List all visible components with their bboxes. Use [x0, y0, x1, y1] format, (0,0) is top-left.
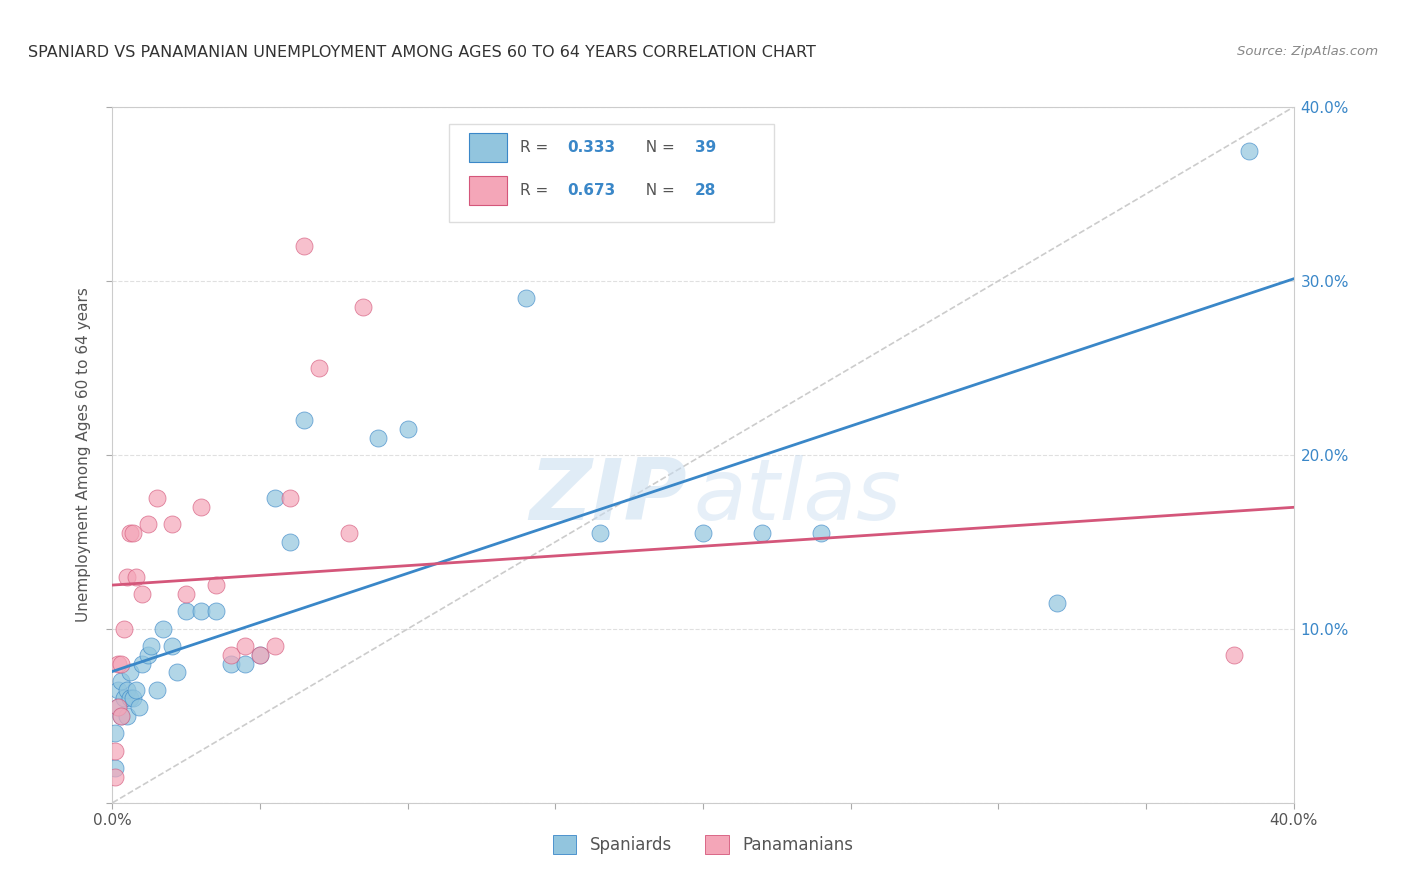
Point [190, 500, 212, 514]
Point [152, 622, 174, 636]
Point [107, 700, 129, 714]
FancyBboxPatch shape [470, 176, 508, 205]
Point [588, 526, 610, 541]
Point [278, 534, 301, 549]
Point [233, 657, 256, 671]
Point [136, 648, 159, 662]
Text: N =: N = [636, 183, 679, 198]
Point [337, 526, 360, 541]
Point [352, 300, 374, 314]
Point [104, 726, 127, 740]
Point [810, 526, 832, 541]
Point [122, 691, 145, 706]
Point [117, 570, 138, 584]
Point [205, 605, 228, 619]
Point [107, 700, 129, 714]
Point [136, 517, 159, 532]
Text: R =: R = [520, 183, 553, 198]
Point [107, 682, 129, 697]
Point [249, 648, 271, 662]
Point [396, 422, 419, 436]
Point [264, 491, 287, 506]
Point [205, 578, 228, 592]
Point [120, 526, 142, 541]
Text: R =: R = [520, 140, 553, 155]
Point [292, 413, 315, 427]
Point [125, 570, 148, 584]
Point [117, 682, 138, 697]
Point [131, 657, 153, 671]
Point [692, 526, 714, 541]
Point [104, 744, 127, 758]
Point [264, 639, 287, 653]
Point [515, 291, 537, 305]
Point [112, 622, 135, 636]
Point [131, 587, 153, 601]
Point [219, 657, 242, 671]
Point [110, 657, 132, 671]
Point [278, 491, 301, 506]
Text: 0.673: 0.673 [567, 183, 616, 198]
Text: atlas: atlas [693, 455, 901, 538]
Point [1046, 596, 1069, 610]
Text: 28: 28 [695, 183, 716, 198]
Point [125, 682, 148, 697]
Point [107, 657, 129, 671]
Point [166, 665, 188, 680]
Point [112, 691, 135, 706]
Legend: Spaniards, Panamanians: Spaniards, Panamanians [547, 828, 859, 861]
Text: 0.333: 0.333 [567, 140, 616, 155]
Text: SPANIARD VS PANAMANIAN UNEMPLOYMENT AMONG AGES 60 TO 64 YEARS CORRELATION CHART: SPANIARD VS PANAMANIAN UNEMPLOYMENT AMON… [28, 45, 815, 60]
Point [174, 605, 197, 619]
Text: 39: 39 [695, 140, 716, 155]
Point [367, 430, 389, 444]
Point [122, 526, 145, 541]
Text: Source: ZipAtlas.com: Source: ZipAtlas.com [1237, 45, 1378, 58]
Point [117, 708, 138, 723]
Point [110, 708, 132, 723]
Point [104, 761, 127, 775]
Point [1239, 144, 1261, 158]
Point [751, 526, 773, 541]
Point [1223, 648, 1246, 662]
FancyBboxPatch shape [470, 133, 508, 162]
Y-axis label: Unemployment Among Ages 60 to 64 years: Unemployment Among Ages 60 to 64 years [76, 287, 91, 623]
Point [249, 648, 271, 662]
Point [104, 770, 127, 784]
Point [120, 691, 142, 706]
Point [174, 587, 197, 601]
FancyBboxPatch shape [449, 124, 773, 222]
Point [128, 700, 150, 714]
Point [110, 674, 132, 689]
Point [160, 517, 183, 532]
Point [139, 639, 162, 653]
Text: ZIP: ZIP [530, 455, 688, 538]
Point [219, 648, 242, 662]
Point [190, 605, 212, 619]
Point [308, 360, 330, 375]
Point [160, 639, 183, 653]
Point [292, 239, 315, 253]
Point [120, 665, 142, 680]
Text: N =: N = [636, 140, 679, 155]
Point [146, 682, 169, 697]
Point [233, 639, 256, 653]
Point [110, 708, 132, 723]
Point [146, 491, 169, 506]
